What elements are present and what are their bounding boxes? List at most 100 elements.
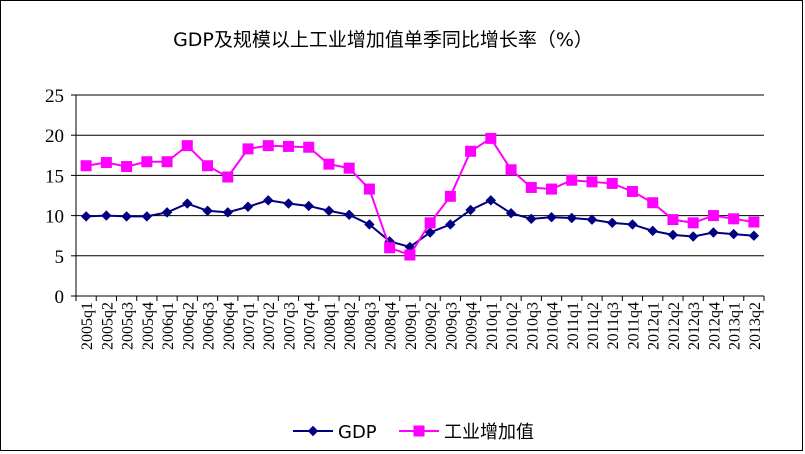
data-point: [647, 225, 658, 237]
x-tick-label: 2005q1: [79, 302, 96, 350]
data-point: [384, 242, 396, 254]
x-tick-label: 2008q2: [342, 302, 359, 350]
x-tick-label: 2009q3: [443, 302, 460, 350]
x-tick-label: 2006q1: [160, 302, 177, 350]
data-point: [404, 249, 416, 261]
legend-label: 工业增加值: [444, 422, 534, 443]
data-point: [728, 228, 739, 240]
data-point: [121, 161, 133, 173]
data-point: [121, 211, 132, 222]
x-tick-label: 2012q3: [686, 302, 703, 350]
plot-area: 0 5 10 15 20 25 2005q1 2005q2 2005q3 2005q4 2006q1…: [45, 86, 765, 350]
x-tick-label: 2005q3: [120, 302, 137, 350]
x-tick-label: 2013q1: [727, 302, 744, 350]
x-tick-label: 2005q2: [99, 302, 116, 350]
data-point: [343, 162, 355, 174]
data-point: [526, 213, 537, 225]
x-tick-label: 2007q1: [241, 302, 258, 350]
data-point: [667, 229, 679, 241]
data-point: [182, 198, 193, 209]
data-point: [202, 160, 214, 172]
data-point: [505, 164, 517, 176]
x-tick-label: 2005q4: [140, 302, 157, 350]
x-tick-label: 2010q3: [524, 302, 541, 350]
data-point: [303, 200, 314, 212]
legend: GDP 工业增加值: [293, 422, 534, 443]
data-point: [303, 141, 315, 153]
data-point: [525, 181, 537, 193]
data-point: [445, 219, 456, 230]
x-tick-label: 2011q2: [585, 302, 602, 349]
data-point: [242, 201, 254, 212]
x-tick-label: 2007q2: [261, 302, 278, 350]
data-point: [485, 195, 497, 206]
x-tick-label: 2008q4: [383, 302, 400, 350]
data-point: [424, 217, 436, 229]
data-point: [546, 212, 557, 223]
data-point: [262, 140, 274, 152]
y-tick-label: 25: [45, 86, 64, 107]
x-tick-label: 2011q4: [625, 302, 642, 349]
data-point: [161, 156, 173, 168]
data-point: [586, 176, 598, 188]
data-point: [100, 157, 112, 169]
data-point: [282, 140, 294, 152]
data-point: [708, 227, 719, 238]
data-point: [566, 212, 577, 224]
data-point: [546, 183, 558, 195]
y-tick-label: 20: [45, 126, 64, 147]
data-point: [667, 214, 679, 226]
data-point: [222, 207, 233, 218]
data-point: [586, 214, 598, 225]
data-point: [141, 211, 153, 222]
x-tick-label: 2008q3: [362, 302, 379, 350]
data-point: [728, 213, 740, 225]
data-point: [343, 209, 355, 221]
x-tick-label: 2012q2: [666, 302, 683, 350]
x-tick-label: 2009q4: [464, 302, 481, 350]
data-point: [606, 177, 618, 189]
data-point: [485, 132, 497, 144]
series-line: [85, 137, 755, 257]
data-point: [424, 227, 436, 238]
data-point: [465, 204, 476, 216]
x-tick-label: 2009q2: [423, 302, 440, 350]
x-tick-label: 2007q3: [281, 302, 298, 350]
data-point: [647, 197, 659, 209]
data-point: [627, 219, 638, 230]
data-point: [707, 210, 719, 222]
data-point: [413, 425, 425, 437]
data-point: [687, 217, 699, 229]
data-point: [141, 156, 153, 168]
data-point: [161, 207, 173, 218]
x-tick-label: 2006q2: [180, 302, 197, 350]
data-point: [748, 230, 760, 241]
data-point: [505, 207, 517, 219]
data-point: [101, 210, 112, 221]
y-tick-label: 5: [55, 247, 65, 268]
data-point: [566, 174, 578, 186]
data-point: [80, 211, 92, 222]
x-tick-label: 2011q3: [605, 302, 622, 349]
data-point: [222, 171, 234, 183]
data-point: [626, 185, 638, 197]
y-tick-label: 15: [45, 166, 64, 187]
chart-title: GDP及规模以上工业增加值单季同比增长率（%）: [173, 29, 593, 51]
data-point: [307, 425, 319, 437]
legend-label: GDP: [338, 422, 377, 443]
data-point: [80, 160, 92, 172]
data-point: [465, 145, 477, 157]
x-tick-label: 2006q4: [221, 302, 238, 350]
data-point: [242, 143, 254, 155]
x-tick-label: 2012q1: [646, 302, 663, 350]
x-tick-label: 2012q4: [706, 302, 723, 350]
data-point: [323, 205, 335, 216]
y-tick-label: 10: [45, 207, 64, 228]
x-tick-label: 2013q2: [747, 302, 764, 350]
x-tick-label: 2006q3: [201, 302, 218, 350]
x-tick-label: 2010q4: [545, 302, 562, 350]
data-point: [363, 183, 375, 195]
x-tick-label: 2010q2: [504, 302, 521, 350]
